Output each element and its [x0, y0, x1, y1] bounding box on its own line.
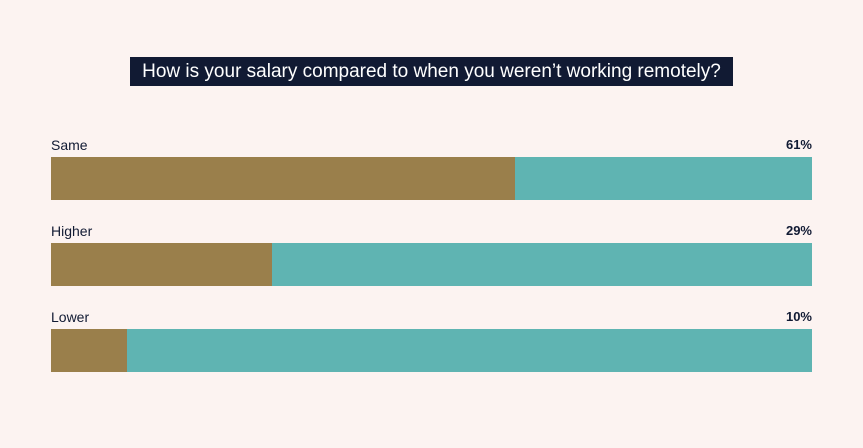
- bar-row-head: Higher 29%: [51, 223, 812, 243]
- bar-value: [51, 157, 516, 200]
- category-label: Higher: [51, 223, 93, 239]
- bar-row-same: Same 61%: [51, 137, 812, 200]
- bar-remainder: [271, 243, 812, 286]
- bar-row-head: Lower 10%: [51, 309, 812, 329]
- bar-track: [51, 329, 812, 372]
- value-label: 10%: [785, 309, 812, 324]
- bar-value: [51, 329, 128, 372]
- bar-row-lower: Lower 10%: [51, 309, 812, 372]
- chart-title: How is your salary compared to when you …: [130, 57, 733, 86]
- value-label: 29%: [785, 223, 812, 238]
- value-label: 61%: [785, 137, 812, 152]
- bar-remainder: [515, 157, 812, 200]
- bar-row-higher: Higher 29%: [51, 223, 812, 286]
- bar-value: [51, 243, 272, 286]
- bar-track: [51, 157, 812, 200]
- bar-remainder: [127, 329, 812, 372]
- category-label: Same: [51, 137, 88, 153]
- bar-track: [51, 243, 812, 286]
- category-label: Lower: [51, 309, 90, 325]
- chart-title-wrap: How is your salary compared to when you …: [0, 57, 863, 86]
- bar-row-head: Same 61%: [51, 137, 812, 157]
